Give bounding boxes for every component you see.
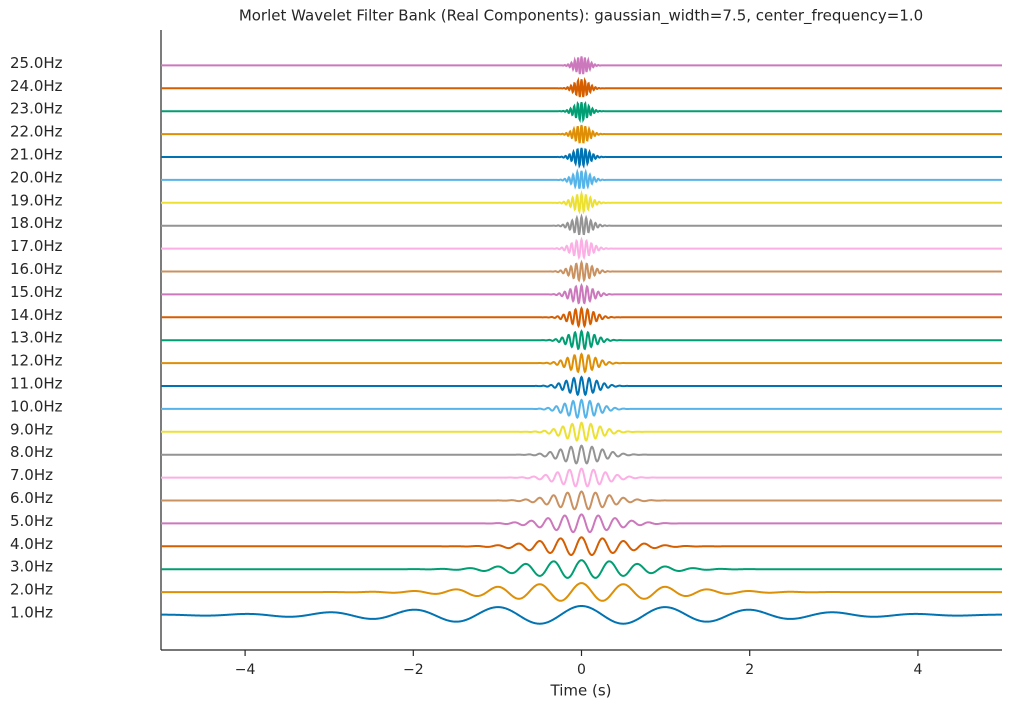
- wavelet-line: [161, 56, 1002, 75]
- wavelet-line: [161, 236, 1002, 261]
- wavelet-line: [161, 76, 1002, 98]
- row-label: 3.0Hz: [10, 558, 53, 576]
- wavelet-line: [161, 605, 1002, 625]
- row-label: 5.0Hz: [10, 512, 53, 530]
- row-label: 22.0Hz: [10, 123, 63, 141]
- row-label: 1.0Hz: [10, 604, 53, 622]
- wavelet-line: [161, 329, 1002, 351]
- row-label: 18.0Hz: [10, 214, 63, 232]
- row-label: 4.0Hz: [10, 535, 53, 553]
- wavelet-line: [161, 101, 1002, 123]
- wavelet-line: [161, 467, 1002, 488]
- row-label: 19.0Hz: [10, 191, 63, 209]
- row-label: 8.0Hz: [10, 443, 53, 461]
- wavelet-line: [161, 306, 1002, 329]
- wavelet-line: [161, 189, 1002, 215]
- row-label: 20.0Hz: [10, 168, 63, 186]
- x-axis-label: Time (s): [550, 682, 612, 700]
- row-label: 12.0Hz: [10, 352, 63, 370]
- wavelet-line: [161, 213, 1002, 236]
- row-label: 15.0Hz: [10, 283, 63, 301]
- wavelet-line: [161, 444, 1002, 465]
- row-label: 21.0Hz: [10, 146, 63, 164]
- wavelet-line: [161, 352, 1002, 374]
- row-label: 10.0Hz: [10, 397, 63, 415]
- row-label: 11.0Hz: [10, 375, 63, 393]
- wavelet-line: [161, 168, 1002, 190]
- x-tick-label: 0: [577, 662, 586, 678]
- row-label: 2.0Hz: [10, 581, 53, 599]
- wavelet-line: [161, 559, 1002, 579]
- wavelet-line: [161, 398, 1002, 420]
- row-label: 9.0Hz: [10, 420, 53, 438]
- x-tick-label: −2: [403, 662, 424, 678]
- row-label: 14.0Hz: [10, 306, 63, 324]
- row-label: 23.0Hz: [10, 100, 63, 118]
- x-tick-label: 4: [913, 662, 922, 678]
- row-label: 17.0Hz: [10, 237, 63, 255]
- row-label: 24.0Hz: [10, 77, 63, 95]
- row-label: 25.0Hz: [10, 54, 63, 72]
- wavelet-line: [161, 282, 1002, 305]
- chart-title: Morlet Wavelet Filter Bank (Real Compone…: [239, 7, 923, 26]
- wavelet-line: [161, 513, 1002, 534]
- row-label: 6.0Hz: [10, 489, 53, 507]
- wavelet-line: [161, 147, 1002, 169]
- wavelet-line: [161, 259, 1002, 283]
- wavelet-line: [161, 421, 1002, 442]
- wavelet-line: [161, 536, 1002, 557]
- x-tick-label: 2: [745, 662, 754, 678]
- row-label: 16.0Hz: [10, 260, 63, 278]
- x-tick-label: −4: [235, 662, 256, 678]
- row-label: 7.0Hz: [10, 466, 53, 484]
- wavelet-line: [161, 375, 1002, 397]
- wavelet-line: [161, 490, 1002, 511]
- wavelet-line: [161, 124, 1002, 144]
- wavelet-line: [161, 582, 1002, 602]
- row-label: 13.0Hz: [10, 329, 63, 347]
